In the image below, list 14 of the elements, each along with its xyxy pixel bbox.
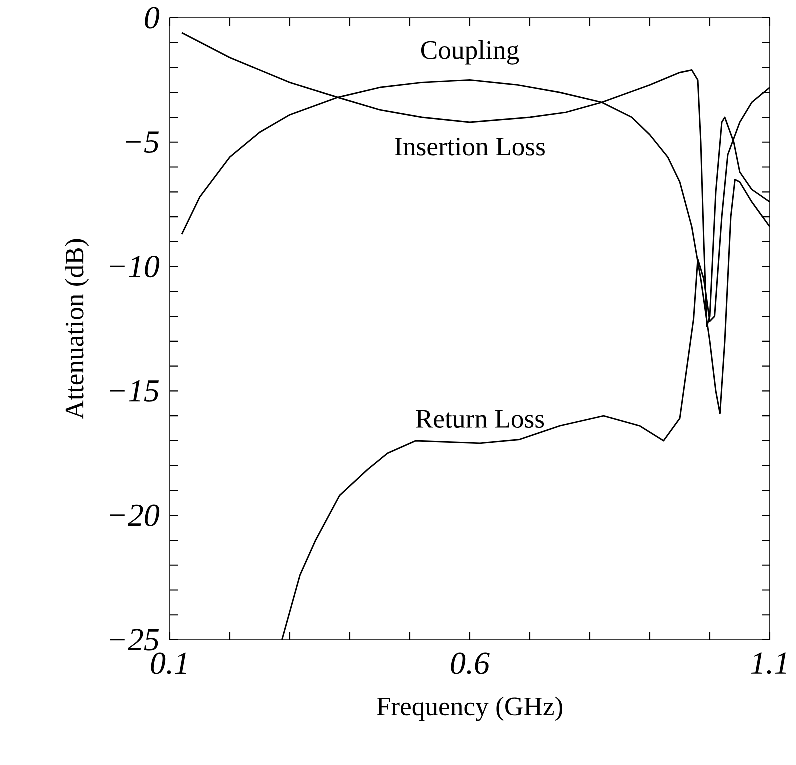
y-axis-title: Attenuation (dB) xyxy=(65,239,90,420)
x-tick-label: 0.1 xyxy=(151,652,187,674)
y-tick-label: −20 xyxy=(110,504,160,526)
x-axis-title: Frequency (GHz) xyxy=(377,696,563,722)
y-tick-label: −25 xyxy=(110,629,159,651)
y-tick-label: 0 xyxy=(145,7,160,29)
series-label: Insertion Loss xyxy=(395,138,545,156)
x-tick-label: 1.1 xyxy=(751,652,787,674)
y-tick-label: −15 xyxy=(110,380,159,402)
y-tick-label: −10 xyxy=(110,256,160,278)
series-label: Return Loss xyxy=(416,410,544,428)
y-tick-label: −5 xyxy=(126,132,159,153)
legend-label: Coupling xyxy=(421,40,520,65)
x-tick-label: 0.6 xyxy=(451,652,490,674)
